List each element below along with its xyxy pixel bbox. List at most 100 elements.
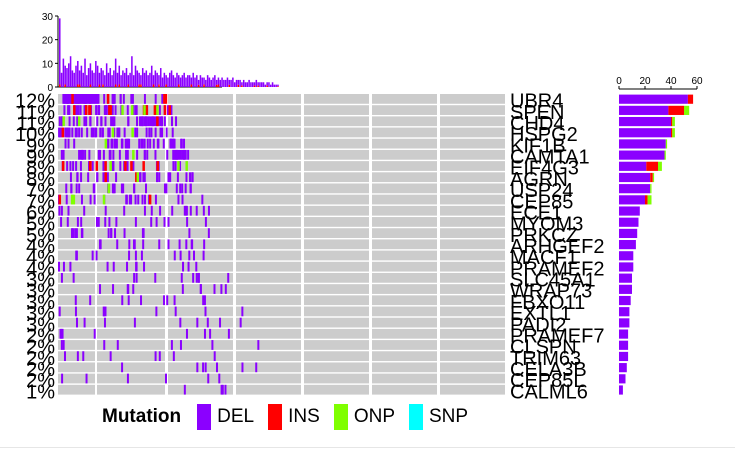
mutation-cell-del: [203, 328, 206, 339]
mutation-cell-del: [114, 228, 117, 239]
genebar-tick-label: 40: [665, 76, 677, 87]
matrix-background-cell: [440, 194, 505, 205]
mutation-cell-del: [167, 217, 170, 227]
gene-label: EIF4G3: [510, 158, 579, 180]
mutation-cell-del: [134, 217, 137, 227]
tmb-bar: [134, 65, 137, 87]
mutation-cell-del: [72, 272, 75, 283]
tmb-bar: [122, 70, 124, 87]
matrix-background-cell: [372, 284, 437, 294]
mutation-cell-ins: [153, 105, 157, 115]
matrix-background-cell: [97, 116, 165, 127]
tmb-bar: [64, 65, 66, 85]
mutation-cell-del: [99, 149, 102, 160]
matrix-background-cell: [97, 306, 165, 317]
matrix-background-cell: [440, 161, 505, 171]
mutation-cell-del: [203, 239, 206, 250]
matrix-background-cell: [372, 217, 437, 227]
mutation-cell-del: [178, 239, 181, 250]
mutation-cell-del: [104, 205, 107, 216]
tmb-bar: [259, 82, 261, 87]
mutation-cell-del: [140, 295, 143, 306]
percent-label: 8%: [26, 158, 55, 180]
mutation-cell-del: [87, 94, 90, 104]
matrix-background-cell: [440, 239, 505, 250]
percent-label: 2%: [26, 359, 55, 381]
mutation-cell-del: [83, 94, 86, 104]
genebar-segment-del: [619, 206, 640, 216]
matrix-background-cell: [304, 228, 369, 239]
mutation-cell-del: [89, 295, 92, 306]
mutation-cell-del: [140, 116, 143, 127]
matrix-background-cell: [440, 284, 505, 294]
matrix-background-cell: [97, 183, 165, 194]
mutation-cell-del: [116, 127, 119, 138]
tmb-bar: [118, 65, 121, 85]
mutation-cell-del: [109, 351, 112, 362]
matrix-background-cell: [304, 261, 369, 272]
mutation-cell-del: [183, 384, 186, 395]
mutation-cell-del: [144, 194, 147, 205]
mutation-cell-del: [102, 149, 105, 160]
matrix-background-cell: [236, 295, 301, 306]
percent-label: 9%: [26, 147, 55, 169]
mutation-cell-del: [97, 94, 100, 104]
mutation-cell-onp: [107, 183, 110, 194]
tmb-bar-ins: [78, 84, 81, 87]
mutation-cell-del: [78, 127, 81, 138]
mutation-cell-del: [77, 94, 80, 104]
matrix-background-cell: [168, 127, 233, 138]
tmb-bar-ins: [77, 84, 79, 87]
matrix-background-cell: [304, 205, 369, 216]
mutation-cell-del: [122, 183, 125, 194]
matrix-background-cell: [97, 351, 165, 362]
mutation-cell-del: [66, 161, 69, 171]
mutation-cell-del: [181, 284, 184, 294]
mutation-cell-del: [95, 217, 98, 227]
matrix-background-cell: [168, 105, 233, 115]
matrix-background-cell: [372, 351, 437, 362]
matrix-background-cell: [58, 239, 95, 250]
genebar-segment-ins: [671, 116, 673, 127]
genebar-segment-onp: [652, 172, 655, 183]
mutation-cell-del: [171, 127, 174, 138]
tmb-bar: [75, 65, 77, 87]
matrix-background-cell: [304, 116, 369, 127]
percent-label: 6%: [26, 202, 55, 224]
tmb-bar: [250, 82, 252, 87]
tmb-bar: [174, 77, 176, 87]
tmb-bar: [165, 75, 167, 85]
tmb-bar: [149, 72, 151, 87]
mutation-cell-del: [201, 194, 204, 205]
mutation-cell-del: [175, 116, 178, 127]
percent-label: 11%: [16, 102, 55, 124]
matrix-background-cell: [97, 138, 165, 149]
mutation-cell-del: [85, 373, 88, 384]
mutation-cell-del: [85, 116, 88, 127]
mutation-cell-del: [106, 172, 109, 183]
matrix-background-cell: [304, 351, 369, 362]
tmb-bar: [255, 79, 258, 87]
tmb-bar: [95, 60, 97, 87]
tmb-bar: [212, 77, 214, 87]
matrix-background-cell: [372, 172, 437, 183]
mutation-cell-del: [67, 205, 70, 216]
tmb-bar: [89, 63, 92, 85]
mutation-cell-del: [62, 261, 65, 272]
tmb-bar: [206, 75, 209, 87]
matrix-background-cell: [372, 138, 437, 149]
matrix-background-cell: [236, 94, 301, 104]
tmb-bar: [187, 75, 189, 87]
gene-count-barplot: 0 20 40 60: [616, 76, 703, 395]
genebar-segment-ins: [668, 105, 684, 115]
gene-label: SPEN: [510, 102, 564, 124]
mutation-cell-del: [71, 127, 74, 138]
percent-label: 2%: [26, 337, 55, 359]
mutation-cell-del: [120, 183, 123, 194]
mutation-cell-del: [181, 194, 184, 205]
mutation-cell-del: [110, 138, 113, 149]
mutation-cell-del: [139, 116, 142, 127]
percent-label: 7%: [26, 180, 55, 202]
gene-label: CHD4: [510, 113, 564, 135]
tmb-bar: [66, 68, 68, 87]
